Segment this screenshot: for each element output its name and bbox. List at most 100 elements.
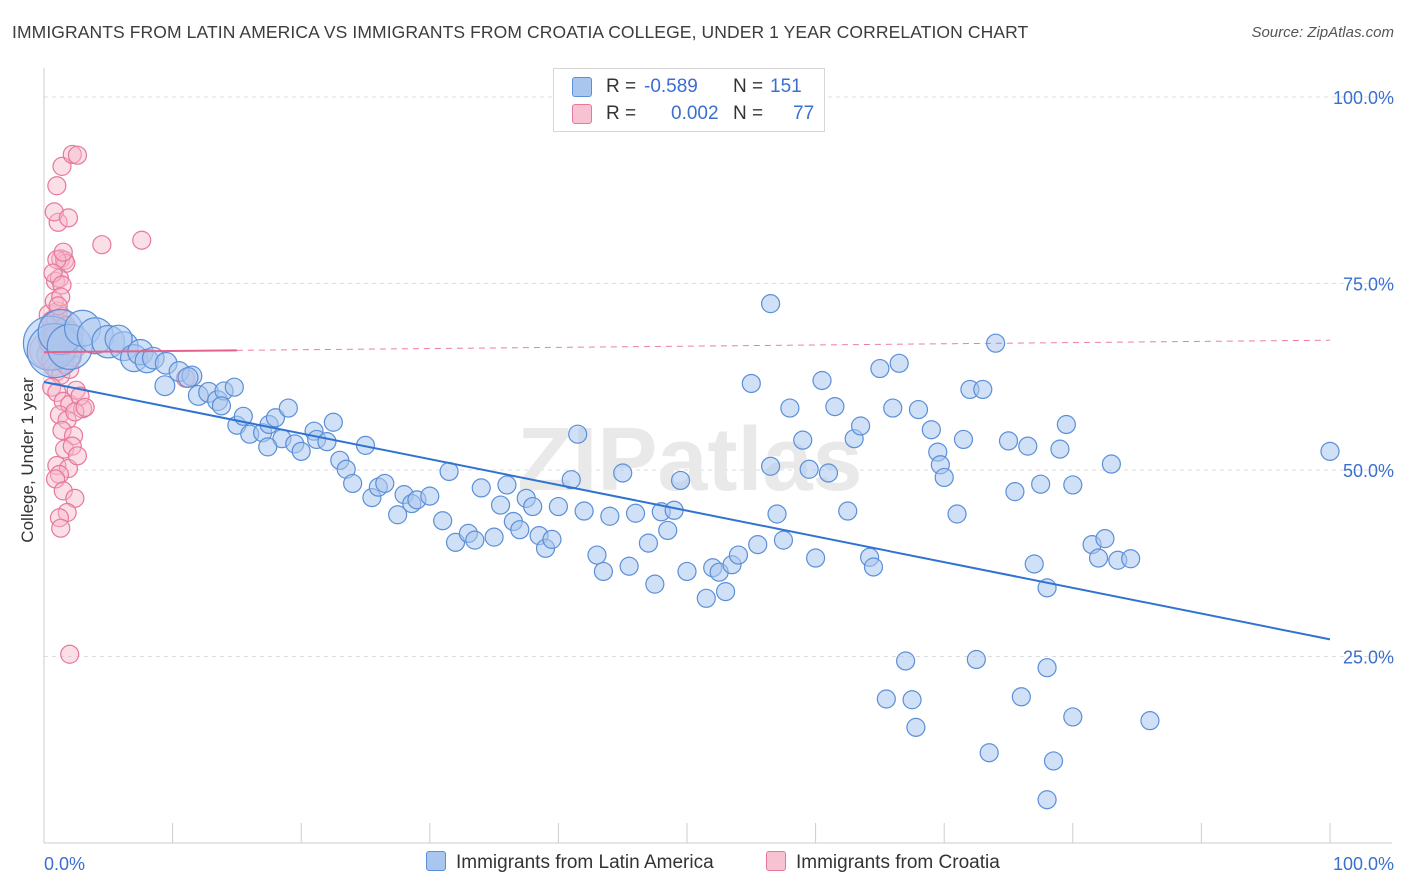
data-point-latin-america	[773, 530, 794, 550]
data-point-latin-america	[510, 520, 530, 540]
data-point-latin-america	[1011, 687, 1031, 707]
legend-r-label: R =	[606, 76, 637, 97]
data-point-latin-america	[568, 424, 588, 444]
data-point-latin-america	[613, 463, 633, 483]
data-point-latin-america	[947, 504, 967, 524]
data-point-latin-america	[741, 373, 761, 394]
data-point-croatia	[75, 397, 95, 417]
data-point-latin-america	[715, 581, 736, 602]
trend-line-croatia	[43, 349, 237, 354]
data-point-latin-america	[818, 463, 839, 483]
x-tick-label: 0.0%	[44, 854, 85, 874]
data-point-latin-america	[1024, 554, 1044, 574]
data-point-latin-america	[1140, 711, 1160, 731]
data-point-latin-america	[224, 377, 244, 397]
data-point-latin-america	[799, 459, 819, 479]
data-point-croatia	[60, 644, 80, 664]
data-point-latin-america	[1063, 475, 1083, 495]
data-point-croatia	[67, 446, 88, 466]
data-point-latin-america	[375, 473, 395, 494]
data-point-latin-america	[966, 649, 986, 670]
data-point-latin-america	[979, 743, 999, 763]
data-point-latin-america	[548, 496, 569, 517]
data-point-croatia	[53, 242, 73, 262]
data-point-latin-america	[748, 534, 768, 555]
data-point-latin-america	[638, 533, 659, 553]
data-point-croatia	[49, 508, 70, 528]
data-point-latin-america	[670, 470, 691, 491]
data-point-latin-america	[497, 475, 517, 495]
data-point-croatia	[52, 420, 72, 441]
bottom-legend-latin-america: Immigrants from Latin America	[426, 851, 714, 874]
data-point-latin-america	[484, 527, 504, 547]
data-point-latin-america	[154, 375, 176, 397]
data-point-latin-america	[465, 530, 485, 550]
data-point-croatia	[62, 436, 82, 456]
data-point-latin-america	[343, 473, 363, 494]
data-point-latin-america	[1043, 751, 1064, 771]
data-point-croatia	[67, 145, 88, 165]
data-point-croatia	[51, 518, 71, 538]
data-point-latin-america	[291, 441, 311, 461]
data-point-latin-america	[863, 557, 884, 577]
data-point-croatia	[63, 426, 84, 446]
data-point-latin-america	[420, 486, 440, 506]
data-point-latin-america	[1037, 658, 1057, 678]
data-point-croatia	[47, 176, 67, 196]
data-point-latin-america	[728, 545, 749, 565]
data-point-latin-america	[812, 370, 832, 391]
data-point-latin-america	[317, 432, 337, 452]
trend-line-latin-america	[43, 380, 1331, 641]
data-point-latin-america	[1088, 548, 1109, 568]
data-point-latin-america	[1063, 707, 1083, 727]
data-point-latin-america	[973, 379, 993, 400]
data-point-latin-america	[825, 396, 845, 417]
legend-n-label: N =	[733, 76, 764, 97]
data-point-latin-america	[1056, 414, 1076, 435]
data-point-latin-america	[600, 506, 620, 526]
data-point-croatia	[58, 208, 79, 228]
data-point-latin-america	[593, 561, 614, 582]
data-point-latin-america	[1101, 454, 1121, 474]
data-point-latin-america	[523, 496, 543, 517]
data-point-latin-america	[883, 398, 903, 418]
data-point-latin-america	[619, 556, 639, 576]
data-point-latin-america	[1037, 790, 1057, 810]
bottom-legend-swatch-pink	[766, 851, 786, 871]
chart-title: IMMIGRANTS FROM LATIN AMERICA VS IMMIGRA…	[12, 22, 1029, 42]
data-point-croatia	[62, 144, 82, 165]
data-point-latin-america	[793, 430, 813, 450]
data-point-latin-america	[265, 408, 286, 428]
data-point-latin-america	[998, 431, 1019, 451]
data-point-croatia	[53, 481, 73, 501]
data-point-latin-america	[388, 505, 408, 525]
data-point-latin-america	[760, 456, 781, 476]
legend-r-value: -0.589	[644, 76, 698, 97]
y-tick-label: 100.0%	[1333, 88, 1394, 108]
data-point-latin-america	[780, 398, 800, 418]
data-point-latin-america	[934, 467, 954, 488]
legend-r-value: 0.002	[671, 103, 719, 124]
legend-swatch-pink	[572, 104, 592, 124]
axes-layer	[43, 68, 1392, 844]
data-point-latin-america	[906, 717, 926, 737]
bottom-legend-label: Immigrants from Latin America	[456, 852, 714, 873]
trend-line-croatia-extension	[236, 339, 1331, 351]
correlation-legend: R = -0.589 N = 151 R = 0.002 N = 77	[553, 68, 825, 132]
data-point-latin-america	[805, 548, 826, 568]
data-point-croatia	[44, 202, 64, 222]
data-point-latin-america	[574, 501, 594, 521]
y-tick-label: 50.0%	[1343, 461, 1394, 481]
data-point-croatia	[45, 469, 66, 489]
source-label: Source: ZipAtlas.com	[1251, 24, 1394, 41]
bottom-legend-croatia: Immigrants from Croatia	[766, 851, 1000, 874]
data-point-latin-america	[1018, 436, 1038, 456]
data-point-latin-america	[838, 501, 858, 521]
legend-n-label: N =	[733, 103, 764, 124]
data-point-latin-america	[1050, 439, 1070, 459]
data-point-latin-america	[625, 503, 646, 523]
data-point-latin-america	[1005, 482, 1025, 502]
data-point-croatia	[92, 235, 112, 255]
bottom-legend-swatch-blue	[426, 851, 446, 871]
